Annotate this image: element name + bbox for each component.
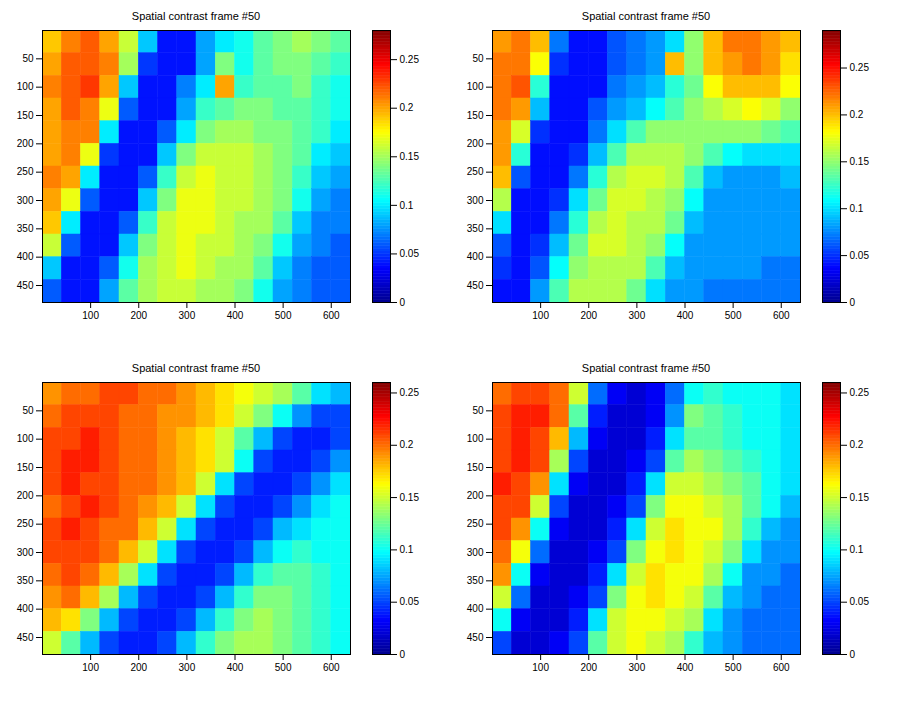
svg-text:400: 400	[677, 310, 694, 321]
svg-text:400: 400	[17, 603, 34, 614]
svg-text:50: 50	[22, 405, 34, 416]
svg-text:0.15: 0.15	[400, 492, 420, 503]
svg-text:600: 600	[323, 662, 340, 673]
svg-text:100: 100	[82, 662, 99, 673]
svg-text:400: 400	[677, 662, 694, 673]
svg-text:0.1: 0.1	[400, 200, 414, 211]
svg-text:0.15: 0.15	[400, 151, 420, 162]
svg-text:0: 0	[400, 649, 406, 660]
svg-text:0.2: 0.2	[400, 439, 414, 450]
html-text:Spatial contrast frame #50: Spatial contrast frame #50	[131, 10, 261, 22]
svg-text:400: 400	[467, 603, 484, 614]
svg-text:200: 200	[580, 310, 597, 321]
svg-text:450: 450	[467, 280, 484, 291]
svg-text:450: 450	[17, 280, 34, 291]
svg-text:300: 300	[17, 195, 34, 206]
svg-text:0.05: 0.05	[850, 596, 870, 607]
svg-text:0: 0	[850, 649, 856, 660]
svg-text:0.2: 0.2	[850, 439, 864, 450]
svg-text:0.2: 0.2	[400, 102, 414, 113]
svg-text:300: 300	[179, 662, 196, 673]
svg-text:150: 150	[467, 462, 484, 473]
svg-text:300: 300	[179, 310, 196, 321]
svg-text:200: 200	[467, 490, 484, 501]
svg-text:400: 400	[17, 251, 34, 262]
svg-text:200: 200	[580, 662, 597, 673]
svg-text:0: 0	[850, 297, 856, 308]
svg-text:0.05: 0.05	[400, 596, 420, 607]
svg-text:50: 50	[22, 53, 34, 64]
svg-text:0.15: 0.15	[850, 156, 870, 167]
svg-text:300: 300	[17, 547, 34, 558]
svg-text:250: 250	[467, 166, 484, 177]
svg-text:100: 100	[532, 662, 549, 673]
svg-text:200: 200	[17, 490, 34, 501]
svg-text:350: 350	[17, 575, 34, 586]
svg-text:250: 250	[17, 166, 34, 177]
svg-text:350: 350	[467, 223, 484, 234]
svg-text:100: 100	[467, 433, 484, 444]
svg-text:100: 100	[82, 310, 99, 321]
svg-text:0.25: 0.25	[850, 387, 870, 398]
svg-text:600: 600	[773, 662, 790, 673]
svg-text:300: 300	[467, 195, 484, 206]
svg-text:600: 600	[323, 310, 340, 321]
svg-text:400: 400	[467, 251, 484, 262]
svg-text:200: 200	[17, 138, 34, 149]
svg-text:100: 100	[17, 433, 34, 444]
svg-text:0.1: 0.1	[400, 544, 414, 555]
html-text:Spatial contrast frame #50: Spatial contrast frame #50	[581, 10, 711, 22]
svg-text:0.25: 0.25	[850, 62, 870, 73]
svg-text:0: 0	[400, 297, 406, 308]
svg-text:500: 500	[725, 310, 742, 321]
svg-text:400: 400	[227, 662, 244, 673]
svg-text:0.1: 0.1	[850, 544, 864, 555]
svg-text:450: 450	[17, 632, 34, 643]
svg-text:150: 150	[17, 110, 34, 121]
svg-text:0.2: 0.2	[850, 109, 864, 120]
svg-text:100: 100	[467, 81, 484, 92]
svg-text:450: 450	[467, 632, 484, 643]
html-text:Spatial contrast frame #50: Spatial contrast frame #50	[581, 362, 711, 374]
svg-text:150: 150	[467, 110, 484, 121]
svg-text:200: 200	[130, 310, 147, 321]
svg-text:300: 300	[467, 547, 484, 558]
svg-text:500: 500	[275, 310, 292, 321]
svg-text:0.15: 0.15	[850, 492, 870, 503]
svg-text:400: 400	[227, 310, 244, 321]
svg-text:150: 150	[17, 462, 34, 473]
svg-text:250: 250	[17, 518, 34, 529]
svg-text:50: 50	[472, 53, 484, 64]
svg-text:250: 250	[467, 518, 484, 529]
svg-text:500: 500	[725, 662, 742, 673]
svg-text:100: 100	[17, 81, 34, 92]
svg-text:300: 300	[629, 310, 646, 321]
svg-text:350: 350	[467, 575, 484, 586]
svg-text:0.25: 0.25	[400, 54, 420, 65]
html-text:Spatial contrast frame #50: Spatial contrast frame #50	[131, 362, 261, 374]
svg-text:0.05: 0.05	[400, 248, 420, 259]
svg-text:350: 350	[17, 223, 34, 234]
svg-text:100: 100	[532, 310, 549, 321]
svg-text:200: 200	[130, 662, 147, 673]
svg-text:0.1: 0.1	[850, 203, 864, 214]
svg-text:300: 300	[629, 662, 646, 673]
svg-text:50: 50	[472, 405, 484, 416]
svg-text:600: 600	[773, 310, 790, 321]
svg-text:200: 200	[467, 138, 484, 149]
svg-text:0.25: 0.25	[400, 387, 420, 398]
svg-text:500: 500	[275, 662, 292, 673]
svg-text:0.05: 0.05	[850, 250, 870, 261]
